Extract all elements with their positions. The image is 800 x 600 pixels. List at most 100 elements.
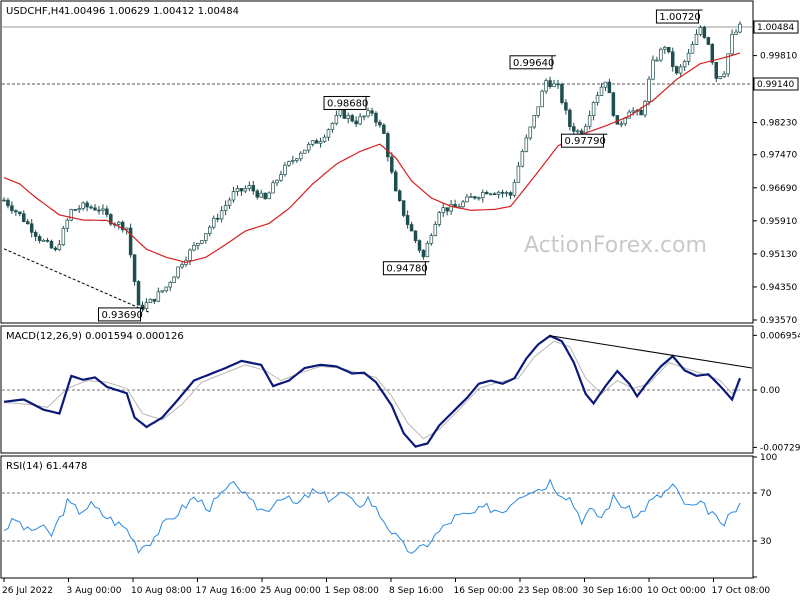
candle-body (449, 204, 453, 212)
candle-body (204, 233, 208, 241)
annotation-label: 0.98680 (327, 98, 368, 109)
price-tick-label: 0.97470 (760, 151, 797, 161)
price-tick-label: 0.95910 (760, 217, 797, 227)
candle-body (283, 164, 287, 175)
price-panel-frame (0, 0, 754, 324)
macd-panel-frame (0, 325, 754, 454)
candle-body (231, 191, 236, 201)
candle-body (326, 129, 331, 138)
price-annotation: 0.98680 (323, 95, 371, 110)
candle-body (124, 227, 129, 230)
candle-body (469, 196, 473, 198)
time-tick-label: 23 Sep 08:00 (518, 586, 578, 596)
price-tick-label: 0.93570 (760, 316, 797, 326)
candle-body (659, 48, 663, 61)
candle-body (714, 62, 719, 79)
candle-body (532, 115, 536, 128)
candle-body (14, 210, 18, 213)
annotation-label: 0.97790 (564, 136, 605, 147)
candle-body (338, 109, 343, 116)
candle-body (568, 109, 572, 127)
candle-body (85, 202, 89, 208)
candle-body (722, 73, 726, 77)
candle-body (492, 193, 497, 196)
candle-body (342, 109, 347, 119)
candle-body (528, 126, 533, 139)
candle-body (168, 282, 172, 288)
candle-body (29, 223, 34, 233)
candle-body (330, 123, 335, 131)
candle-body (334, 115, 339, 124)
candle-body (61, 227, 66, 246)
price-levels (2, 26, 752, 85)
candle-body (152, 298, 157, 302)
candle-body (180, 264, 184, 268)
candle-body (524, 137, 529, 152)
annotation-box (655, 9, 699, 24)
candle-body (378, 121, 382, 126)
candle-body (576, 130, 580, 133)
candle-body (81, 202, 85, 209)
candle-body (120, 221, 125, 230)
candle-body (101, 208, 105, 211)
candle-body (41, 239, 46, 242)
candle-body (386, 133, 390, 158)
candle-body (702, 27, 707, 38)
candle-body (465, 196, 469, 203)
candle-body (738, 23, 742, 33)
macd-axis: 0.006954 0.00 -0.007294 (753, 331, 800, 453)
candle-body (429, 235, 434, 244)
candle-body (267, 192, 271, 200)
candle-body (595, 95, 600, 103)
time-tick-label: 17 Aug 16:00 (195, 586, 256, 596)
candle-body (239, 188, 244, 192)
candle-body (445, 207, 449, 212)
annotation-box (323, 95, 367, 110)
candle-body (599, 86, 604, 96)
candle-body (247, 185, 252, 189)
candle-body (726, 53, 730, 75)
candle-body (192, 245, 196, 251)
candle-body (117, 221, 121, 225)
candle-body (639, 110, 643, 116)
candle-body (433, 224, 438, 237)
candle-body (655, 59, 659, 62)
moving-average (3, 52, 741, 264)
candle-body (299, 152, 303, 160)
candle-body (413, 230, 418, 241)
candle-body (279, 174, 283, 181)
candle-body (93, 207, 97, 211)
candle-body (690, 44, 695, 54)
candle-body (322, 136, 327, 142)
candle-body (211, 217, 216, 228)
candle-body (263, 192, 267, 200)
candle-body (45, 239, 50, 242)
candle-body (421, 249, 426, 258)
candle-body (346, 115, 351, 119)
annotation-label: 0.94780 (386, 264, 427, 275)
annotation-box (509, 55, 553, 70)
price-tick-label: 0.94350 (760, 283, 797, 293)
candle-body (425, 242, 430, 258)
candle-body (591, 102, 596, 116)
candle-body (287, 161, 291, 166)
macd-signal-path (3, 340, 741, 440)
candle-body (473, 196, 477, 199)
candle-body (271, 182, 275, 194)
candle-body (536, 106, 540, 116)
candle-body (136, 281, 141, 306)
candle-body (358, 116, 362, 125)
candle-body (215, 217, 220, 220)
time-tick-label: 1 Sep 08:00 (324, 586, 379, 596)
price-annotation: 0.99640 (509, 55, 557, 70)
candle-body (57, 244, 62, 251)
macd-signal-line (3, 340, 741, 440)
candle-body (275, 179, 279, 184)
candle-body (520, 151, 525, 167)
rsi-tick-label: 100 (760, 453, 777, 463)
macd-panel: 0.006954 0.00 -0.007294 MACD(12,26,9) 0.00… (0, 325, 800, 454)
level-price-label: 0.99140 (757, 80, 794, 90)
candle-body (235, 188, 240, 192)
candle-body (397, 190, 402, 202)
candle-body (255, 190, 259, 198)
